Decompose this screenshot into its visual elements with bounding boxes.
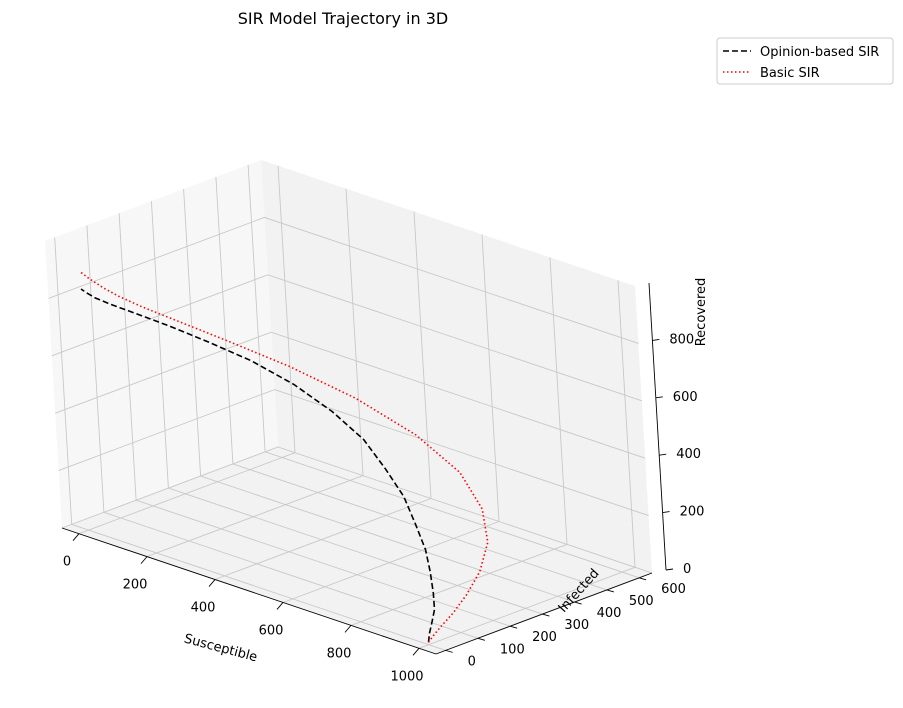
series-lines (79, 271, 489, 643)
legend: Opinion-based SIR Basic SIR (716, 37, 894, 85)
y-tick (477, 637, 486, 641)
z-axis-line (648, 282, 667, 571)
grid-line-z (58, 389, 649, 517)
x-tick (140, 556, 148, 564)
grid-line-z (48, 216, 639, 344)
floor-pane (62, 447, 652, 654)
x-axis-line (61, 527, 437, 655)
legend-box (716, 37, 894, 85)
grid-line-z (51, 274, 642, 402)
x-tick (344, 625, 352, 633)
x-tick (276, 602, 284, 610)
y-tick-label: 400 (597, 606, 622, 621)
series-line-opinion-based-sir (80, 288, 436, 643)
grid-line-z (55, 331, 646, 459)
z-tick (659, 453, 667, 456)
x-tick (412, 647, 420, 656)
chart-title: SIR Model Trajectory in 3D (238, 9, 448, 28)
tick-labels: 0 200 400 600 800 1000 0 100 200 300 400 500 600 0 200… (63, 332, 705, 684)
y-tick-label: 500 (629, 594, 654, 609)
y-tick (510, 625, 518, 629)
z-tick (655, 396, 663, 399)
z-tick (665, 568, 674, 571)
left-pane (45, 160, 278, 528)
x-tick-label: 400 (191, 601, 216, 616)
y-tick-label: 600 (661, 582, 686, 597)
x-tick (72, 533, 80, 542)
z-tick-label: 0 (683, 562, 691, 577)
y-tick (606, 589, 614, 593)
y-tick (445, 649, 453, 653)
y-tick (574, 601, 582, 605)
axis-lines (61, 282, 667, 655)
x-tick-label: 1000 (390, 669, 423, 684)
legend-label-opinion-based-sir: Opinion-based SIR (760, 45, 879, 60)
x-axis-title: Susceptible (182, 631, 259, 665)
axis-panes (45, 160, 652, 654)
z-tick-label: 400 (676, 447, 701, 462)
grid-lines (48, 164, 653, 651)
z-tick (662, 511, 670, 514)
z-tick-label: 200 (680, 505, 705, 520)
grid-line-z (61, 446, 653, 574)
y-tick-label: 200 (532, 630, 557, 645)
y-tick (638, 577, 647, 581)
z-tick-label: 800 (669, 332, 694, 347)
legend-label-basic-sir: Basic SIR (760, 66, 820, 81)
z-tick-label: 600 (673, 390, 698, 405)
z-axis-title: Recovered (694, 278, 709, 347)
y-axis-line (435, 572, 653, 655)
x-tick-label: 600 (259, 623, 284, 638)
back-pane (261, 160, 652, 573)
x-tick-label: 0 (63, 555, 71, 570)
y-tick-label: 300 (564, 618, 589, 633)
y-tick-label: 0 (468, 654, 476, 669)
x-tick (208, 579, 216, 587)
y-tick (542, 613, 550, 617)
z-tick (652, 338, 660, 341)
x-tick-label: 200 (123, 578, 148, 593)
x-tick-label: 800 (327, 646, 352, 661)
y-tick-label: 100 (500, 642, 525, 657)
